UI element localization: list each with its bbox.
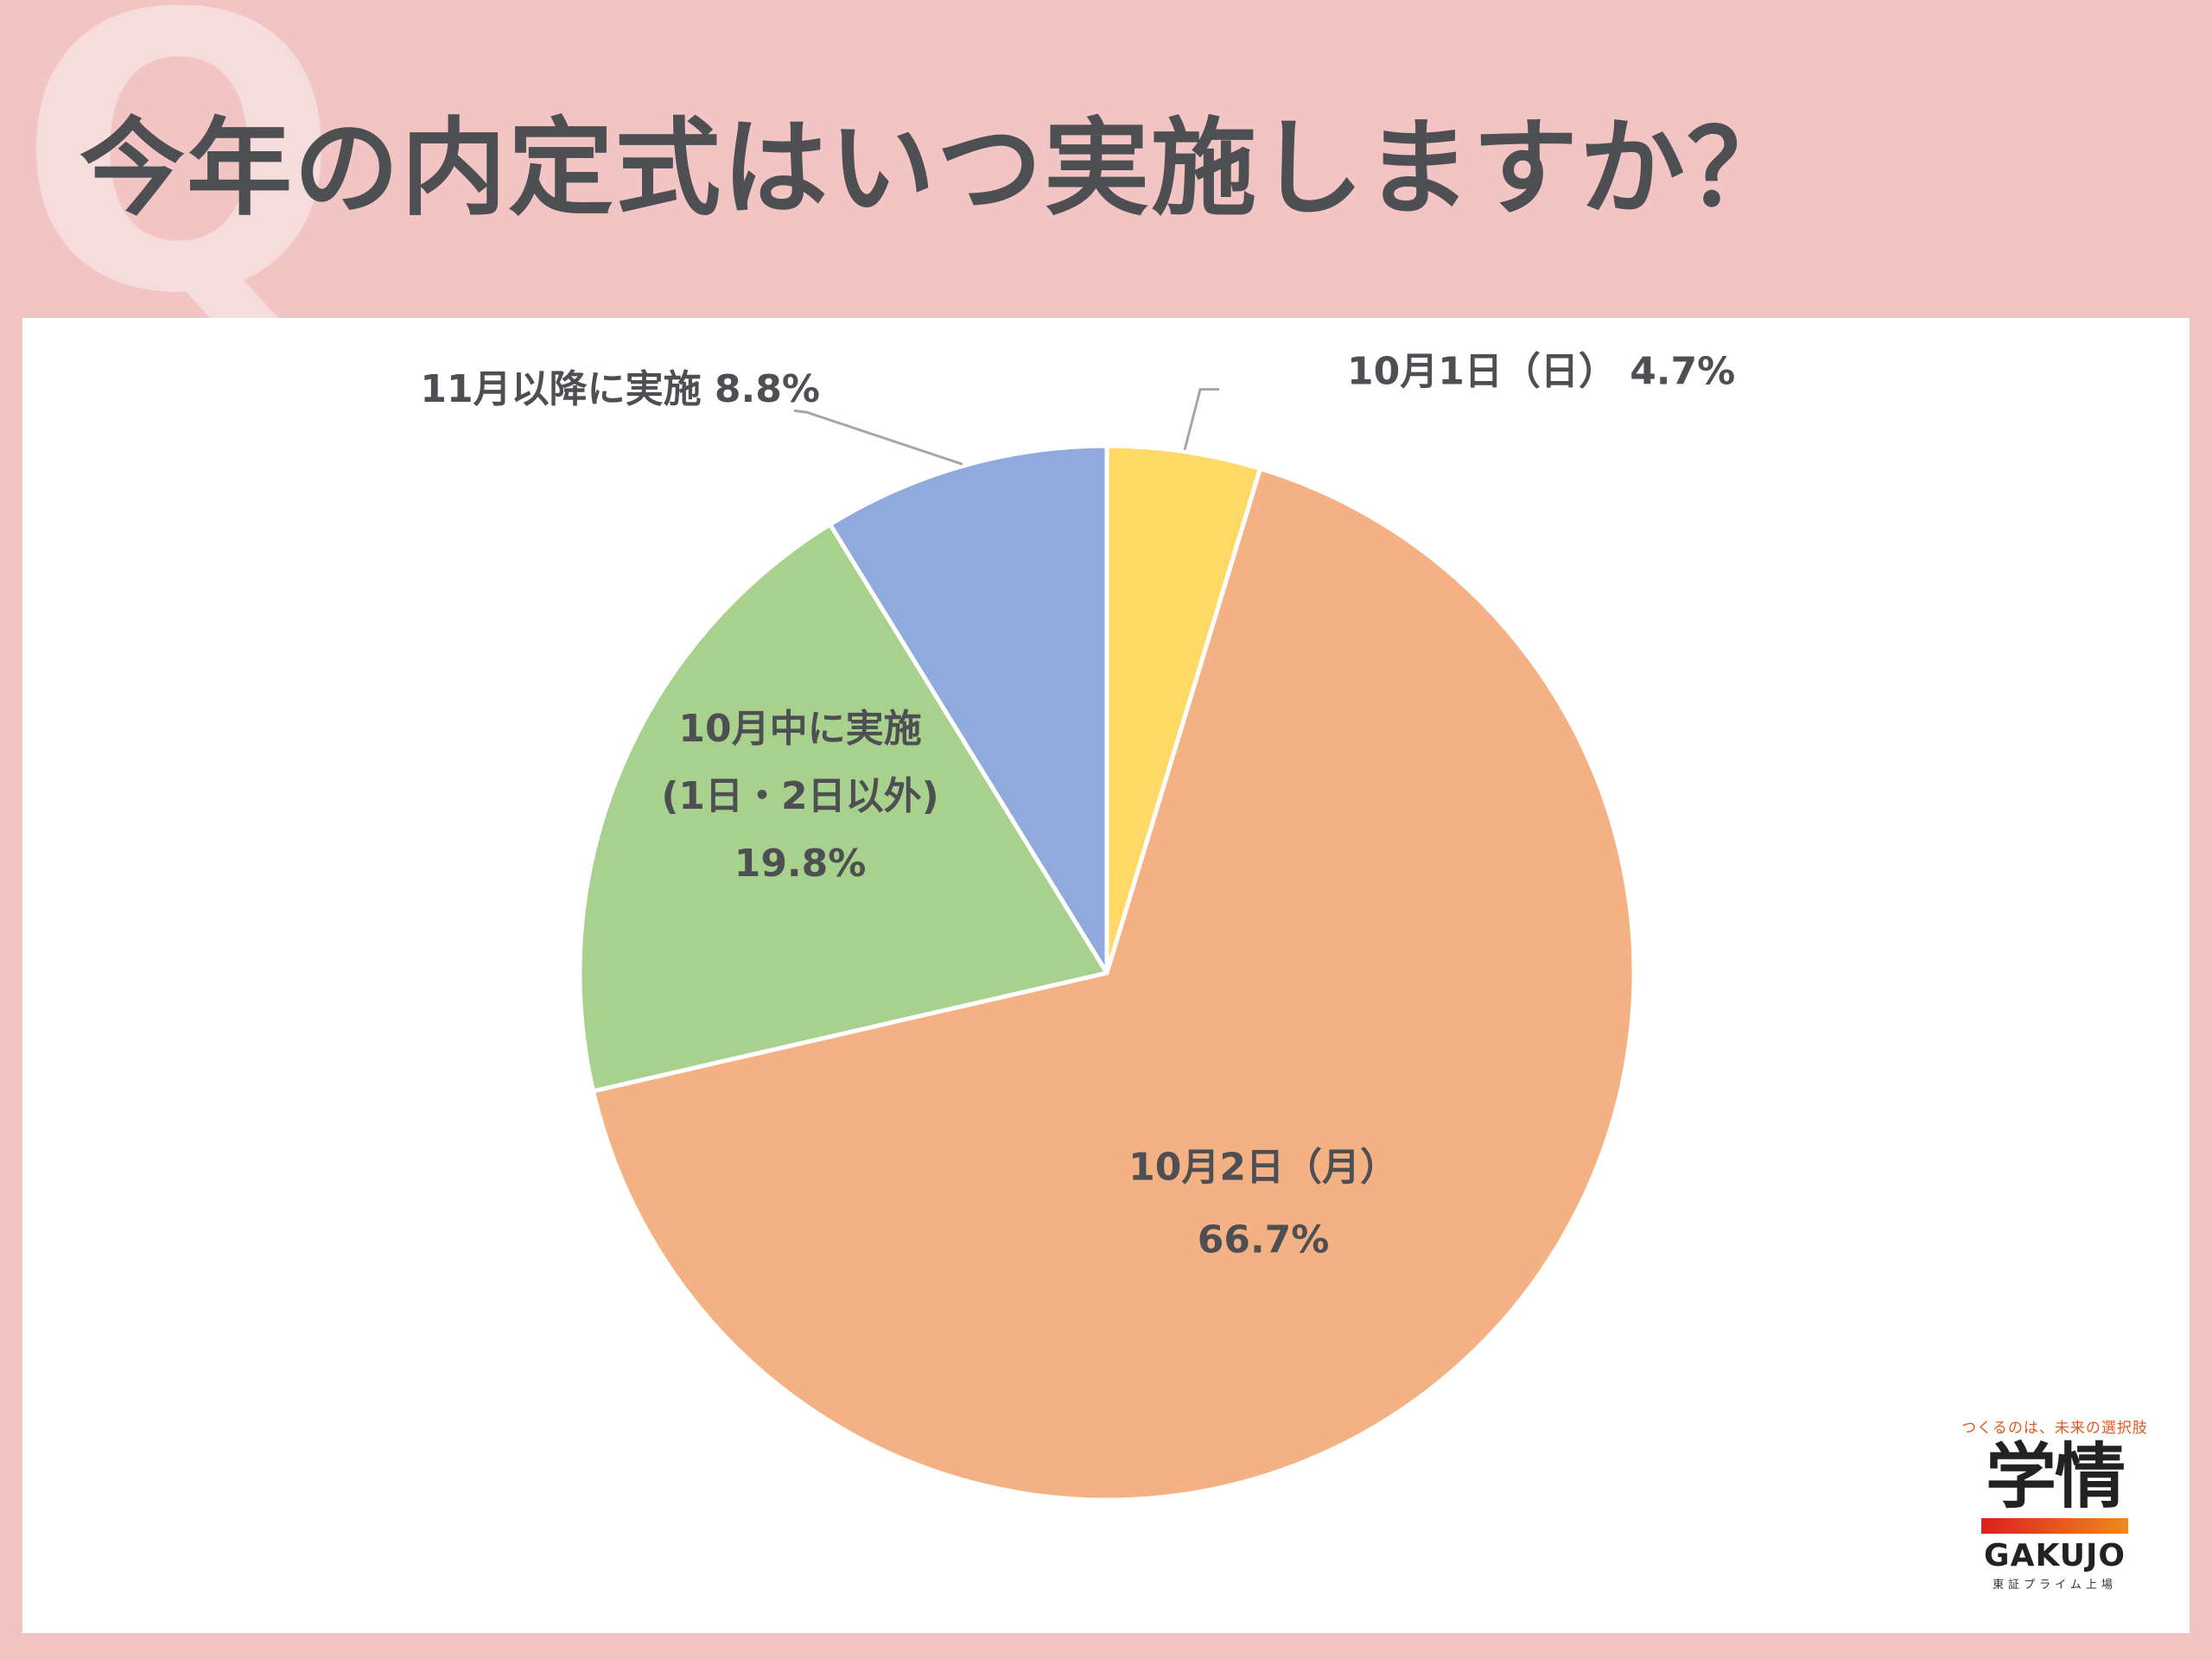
logo-subtitle: 東証プライム上場: [1993, 1578, 2117, 1592]
logo-tagline: つくるのは、未来の選択肢: [1961, 1420, 2148, 1437]
leader-line-3: [793, 409, 963, 466]
logo-bar: [1981, 1518, 2128, 1535]
leader-line-0: [1183, 388, 1220, 451]
logo-kanji: 学情: [1985, 1436, 2126, 1518]
slice-value-1: 66.7%: [1198, 1218, 1330, 1262]
chart-panel: 10月1日（日） 4.7% 10月2日（月） 66.7% 10月中に実施 (1日・2日以…: [22, 318, 2190, 1633]
slice-label-1: 10月2日（月）: [1128, 1146, 1398, 1190]
page-title: 今年の内定式はいつ実施しますか？: [79, 107, 1794, 230]
pie-slice-1: [591, 466, 1637, 1503]
slice-label-3: 11月以降に実施 8.8%: [420, 367, 820, 411]
pie-slice-2: [577, 522, 1109, 1094]
pie-chart: 10月1日（日） 4.7% 10月2日（月） 66.7% 10月中に実施 (1日・2日以…: [420, 350, 1735, 1503]
slice-label-0: 10月1日（日） 4.7%: [1347, 350, 1735, 394]
slice-label-2-line-0: 10月中に実施: [678, 707, 921, 751]
pie-slice-3: [828, 443, 1109, 976]
logo-name: GAKUJO: [1984, 1538, 2126, 1574]
slice-label-2-line-1: (1日・2日以外): [661, 774, 938, 818]
q-watermark: Q: [17, 0, 341, 377]
gakujo-logo: つくるのは、未来の選択肢 学情 GAKUJO 東証プライム上場: [1960, 1415, 2150, 1605]
slice-value-2: 19.8%: [734, 842, 867, 886]
